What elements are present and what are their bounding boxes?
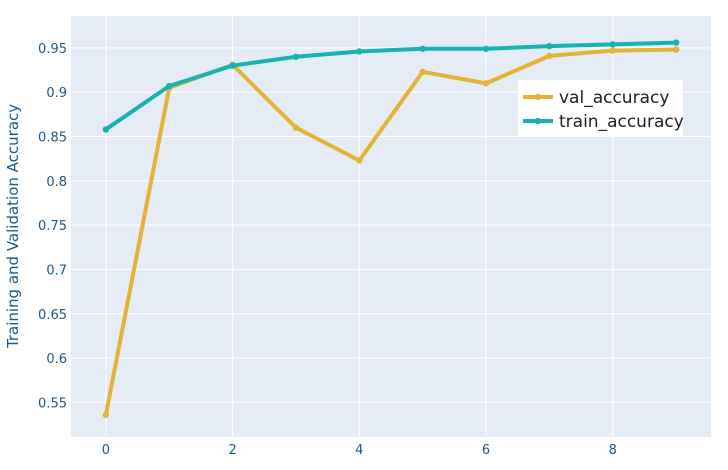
data-point[interactable] xyxy=(356,157,363,164)
data-point[interactable] xyxy=(482,45,490,52)
data-point[interactable] xyxy=(419,68,426,76)
y-axis-ticks: 0.55 0.6 0.65 0.7 0.75 0.8 0.85 0.9 0.95 xyxy=(38,42,67,412)
data-point[interactable] xyxy=(356,48,363,55)
x-tick-label: 0 xyxy=(102,443,110,458)
series-layer xyxy=(102,39,680,419)
legend-item[interactable]: val_accuracy xyxy=(523,88,669,108)
y-tick-label: 0.75 xyxy=(38,219,67,234)
legend-marker xyxy=(534,117,542,125)
y-tick-label: 0.65 xyxy=(38,308,67,323)
data-point[interactable] xyxy=(546,42,553,50)
grid-lines xyxy=(71,16,711,437)
data-point[interactable] xyxy=(672,46,680,53)
plot-area xyxy=(71,16,711,437)
legend-label: train_accuracy xyxy=(559,112,684,132)
y-axis-title: Training and Validation Accuracy xyxy=(4,104,22,349)
data-point[interactable] xyxy=(672,39,680,46)
x-axis-ticks: 0 2 4 6 8 xyxy=(102,443,617,458)
data-point[interactable] xyxy=(166,82,173,90)
data-point[interactable] xyxy=(102,411,110,419)
data-point[interactable] xyxy=(609,47,616,54)
y-tick-label: 0.8 xyxy=(46,175,67,190)
y-tick-label: 0.6 xyxy=(46,352,67,367)
x-tick-label: 8 xyxy=(609,443,617,458)
legend-marker xyxy=(534,93,542,101)
data-point[interactable] xyxy=(609,41,616,48)
data-point[interactable] xyxy=(419,45,426,52)
x-tick-label: 4 xyxy=(355,443,363,458)
data-point[interactable] xyxy=(482,80,490,87)
data-point[interactable] xyxy=(229,62,236,69)
legend-box xyxy=(518,80,683,137)
y-tick-label: 0.55 xyxy=(38,396,67,411)
data-point[interactable] xyxy=(292,53,300,60)
x-tick-label: 6 xyxy=(482,443,490,458)
legend[interactable]: val_accuracy train_accuracy xyxy=(518,80,684,137)
legend-label: val_accuracy xyxy=(559,88,669,108)
series-train-accuracy[interactable] xyxy=(102,39,680,133)
data-point[interactable] xyxy=(292,124,300,131)
y-tick-label: 0.9 xyxy=(46,86,67,101)
data-point[interactable] xyxy=(102,126,110,133)
legend-item[interactable]: train_accuracy xyxy=(523,112,684,132)
y-tick-label: 0.95 xyxy=(38,42,67,57)
x-tick-label: 2 xyxy=(228,443,236,458)
series-line[interactable] xyxy=(104,40,677,132)
data-point[interactable] xyxy=(546,52,553,60)
y-tick-label: 0.85 xyxy=(38,131,67,146)
y-tick-label: 0.7 xyxy=(46,263,67,278)
